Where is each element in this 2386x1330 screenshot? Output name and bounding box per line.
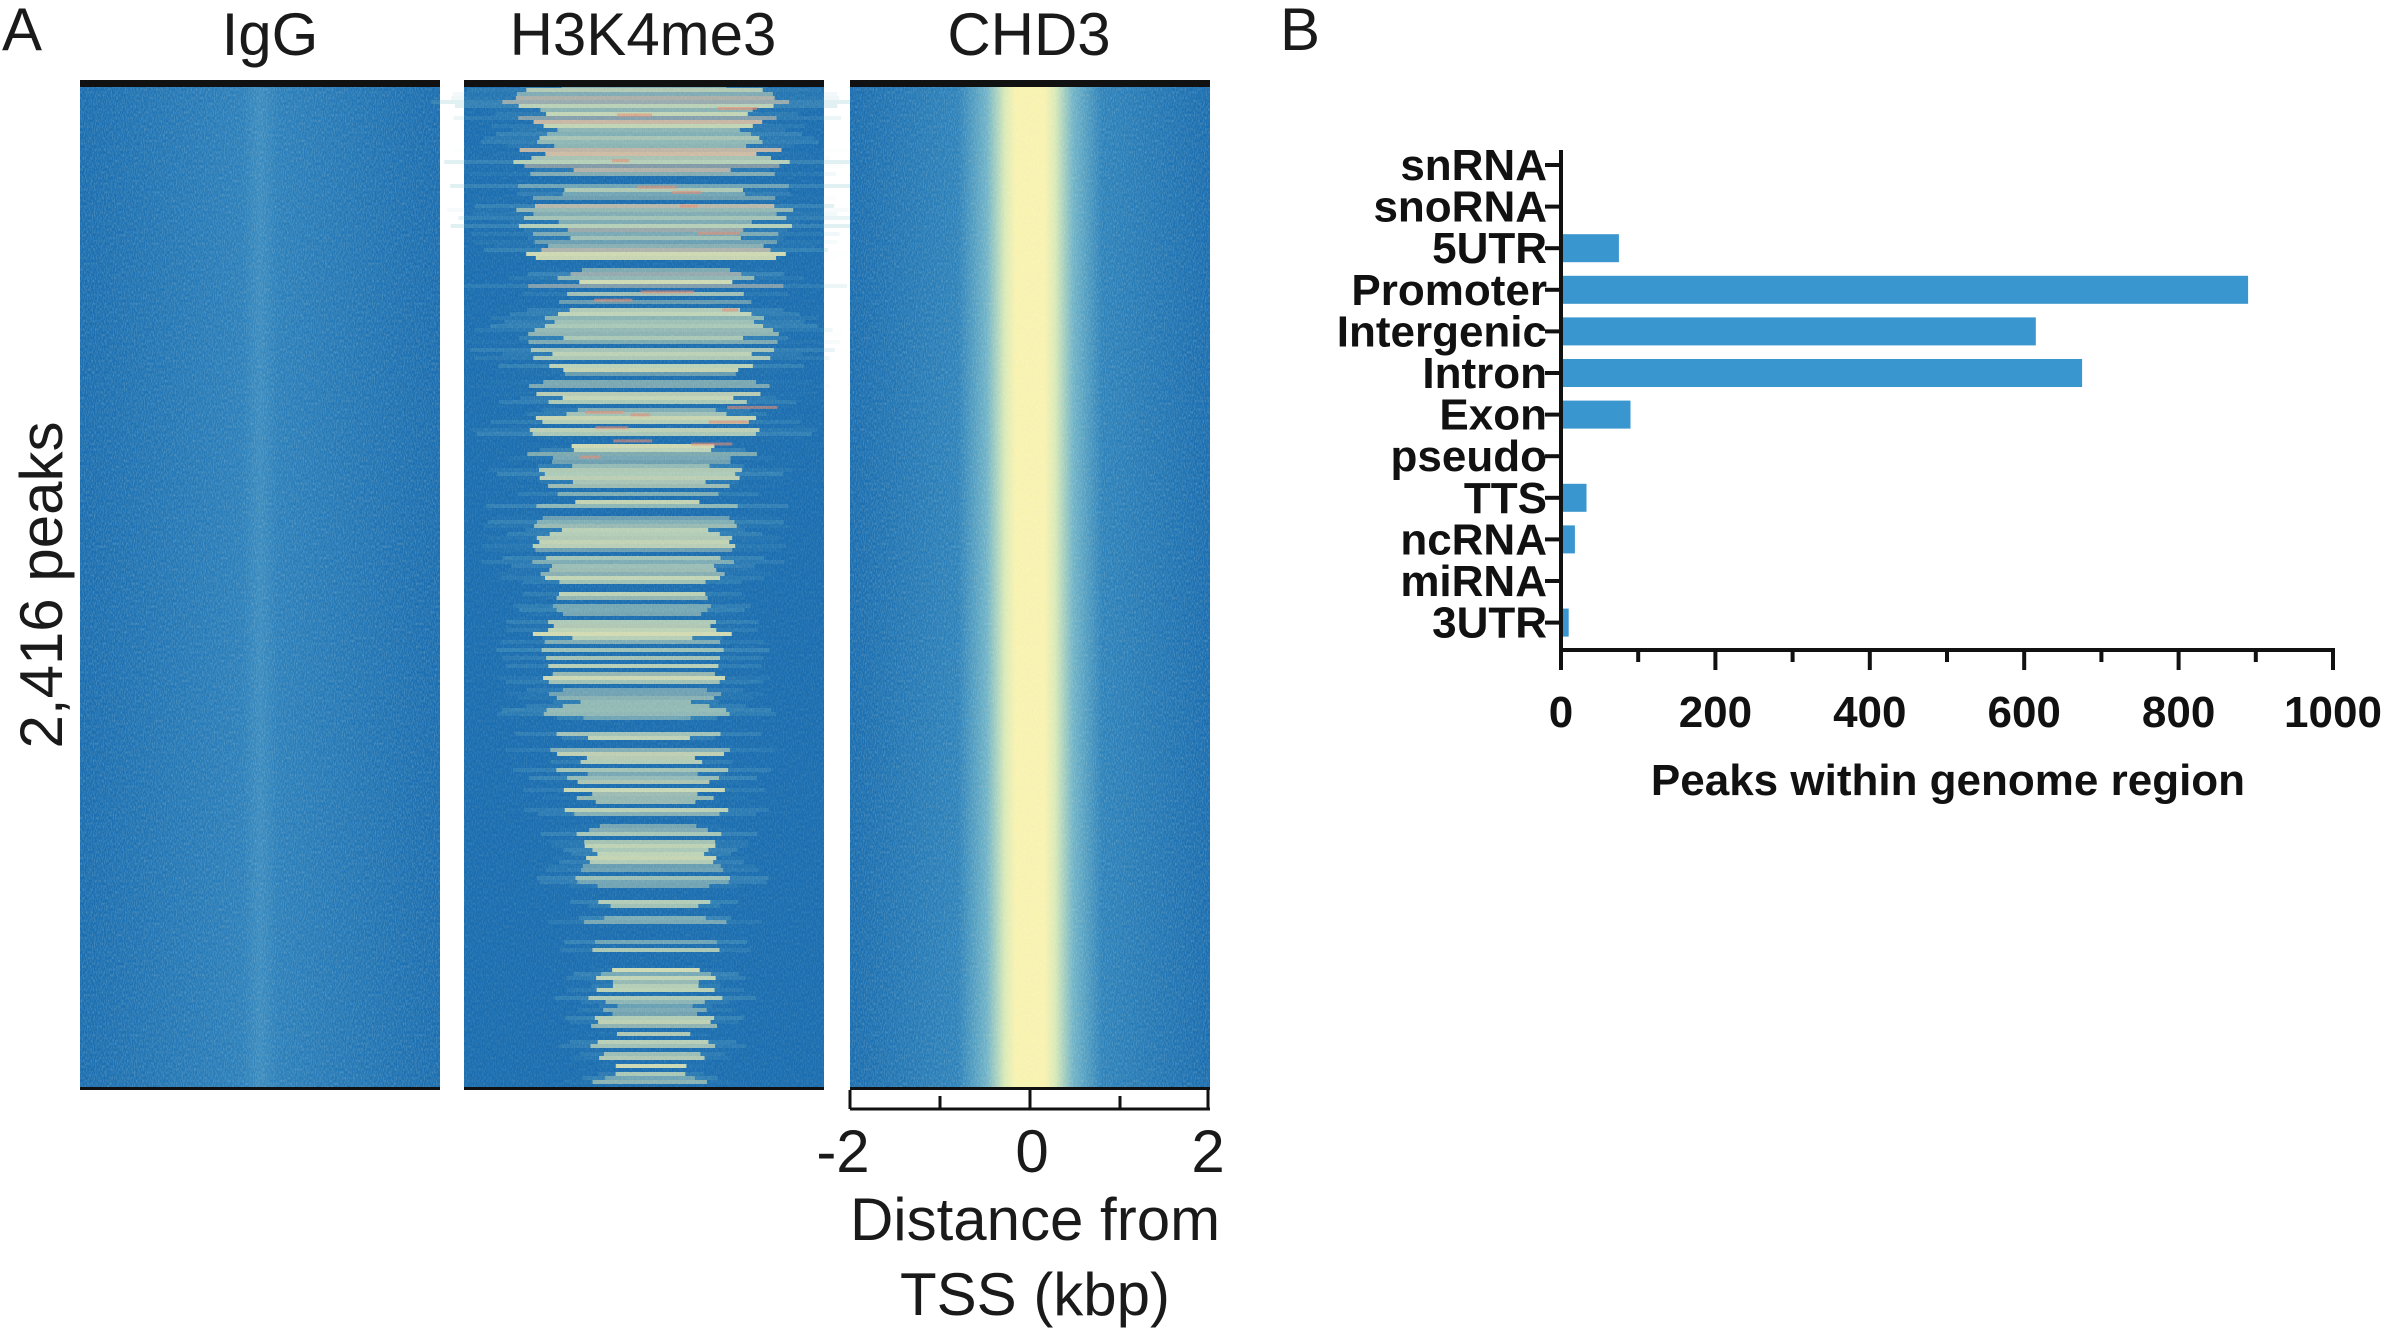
heatmap-h3k4me3-top-bar <box>464 80 824 87</box>
heatmap-x-tick-label: 0 <box>1015 1118 1048 1185</box>
heatmap-title-igg: IgG <box>222 1 319 68</box>
bar-exon <box>1561 400 1631 429</box>
heatmap-chd3-bottom-bar <box>850 1087 1210 1090</box>
bar-chart: snRNAsnoRNA5UTRPromoterIntergenicIntronE… <box>1337 141 2382 805</box>
heatmap-xlabel-line2: TSS (kbp) <box>900 1261 1170 1328</box>
bar-intron <box>1561 359 2083 387</box>
bar-category-label: miRNA <box>1400 557 1547 606</box>
heatmap-x-tick-label: -2 <box>816 1118 869 1185</box>
bar-x-tick-label: 400 <box>1833 688 1906 737</box>
bar-x-tick-label: 0 <box>1549 688 1573 737</box>
panel-a-label: A <box>2 0 42 63</box>
bar-3utr <box>1561 608 1569 637</box>
bar-tts <box>1561 483 1587 512</box>
bar-category-label: Promoter <box>1351 266 1547 315</box>
heatmap-x-tick-label: 2 <box>1191 1118 1224 1185</box>
heatmap-igg-top-bar <box>80 80 440 87</box>
heatmap-title-chd3: CHD3 <box>947 1 1110 68</box>
heatmap-ylabel: 2,416 peaks <box>8 422 75 749</box>
bar-category-label: 5UTR <box>1432 224 1547 273</box>
bar-ncrna <box>1561 525 1575 554</box>
heatmap-xlabel-line1: Distance from <box>850 1186 1220 1253</box>
bar-x-ticks: 0 200 400 600 800 1000 <box>1549 650 2382 737</box>
bar-category-label: snRNA <box>1400 141 1547 190</box>
bar-promoter <box>1561 275 2249 304</box>
bar-category-label: ncRNA <box>1400 515 1547 564</box>
bar-x-tick-label: 600 <box>1987 688 2060 737</box>
bar-marks: snRNAsnoRNA5UTRPromoterIntergenicIntronE… <box>1337 141 2249 648</box>
bar-x-tick-label: 800 <box>2142 688 2215 737</box>
heatmap-igg-bottom-bar <box>80 1087 440 1090</box>
bar-category-label: TTS <box>1464 474 1547 523</box>
bar-x-tick-label: 200 <box>1679 688 1752 737</box>
heatmap-title-h3k4me3: H3K4me3 <box>510 1 777 68</box>
heatmap-group: IgG H3K4me3 CHD3 2,416 peaks -2 0 2 Dist… <box>8 1 1225 1328</box>
bar-category-label: Intron <box>1422 349 1547 398</box>
bar-category-label: 3UTR <box>1432 599 1547 648</box>
panel-b-label: B <box>1280 0 1320 63</box>
heatmap-chd3-top-bar <box>850 80 1210 87</box>
heatmap-chd3-grain <box>850 84 1210 1088</box>
bar-category-label: pseudo <box>1391 432 1547 481</box>
bar-category-label: Exon <box>1439 391 1547 440</box>
bar-x-tick-label: 1000 <box>2284 688 2382 737</box>
heatmap-h3k4me3-grain <box>464 84 824 1088</box>
heatmap-igg-grain <box>80 84 440 1088</box>
bar-category-label: snoRNA <box>1373 183 1547 232</box>
bar-5utr <box>1561 234 1619 263</box>
bar-category-label: Intergenic <box>1337 307 1547 356</box>
heatmap-h3k4me3-bottom-bar <box>464 1087 824 1090</box>
bar-xlabel: Peaks within genome region <box>1651 756 2245 805</box>
bar-intergenic <box>1561 317 2036 346</box>
